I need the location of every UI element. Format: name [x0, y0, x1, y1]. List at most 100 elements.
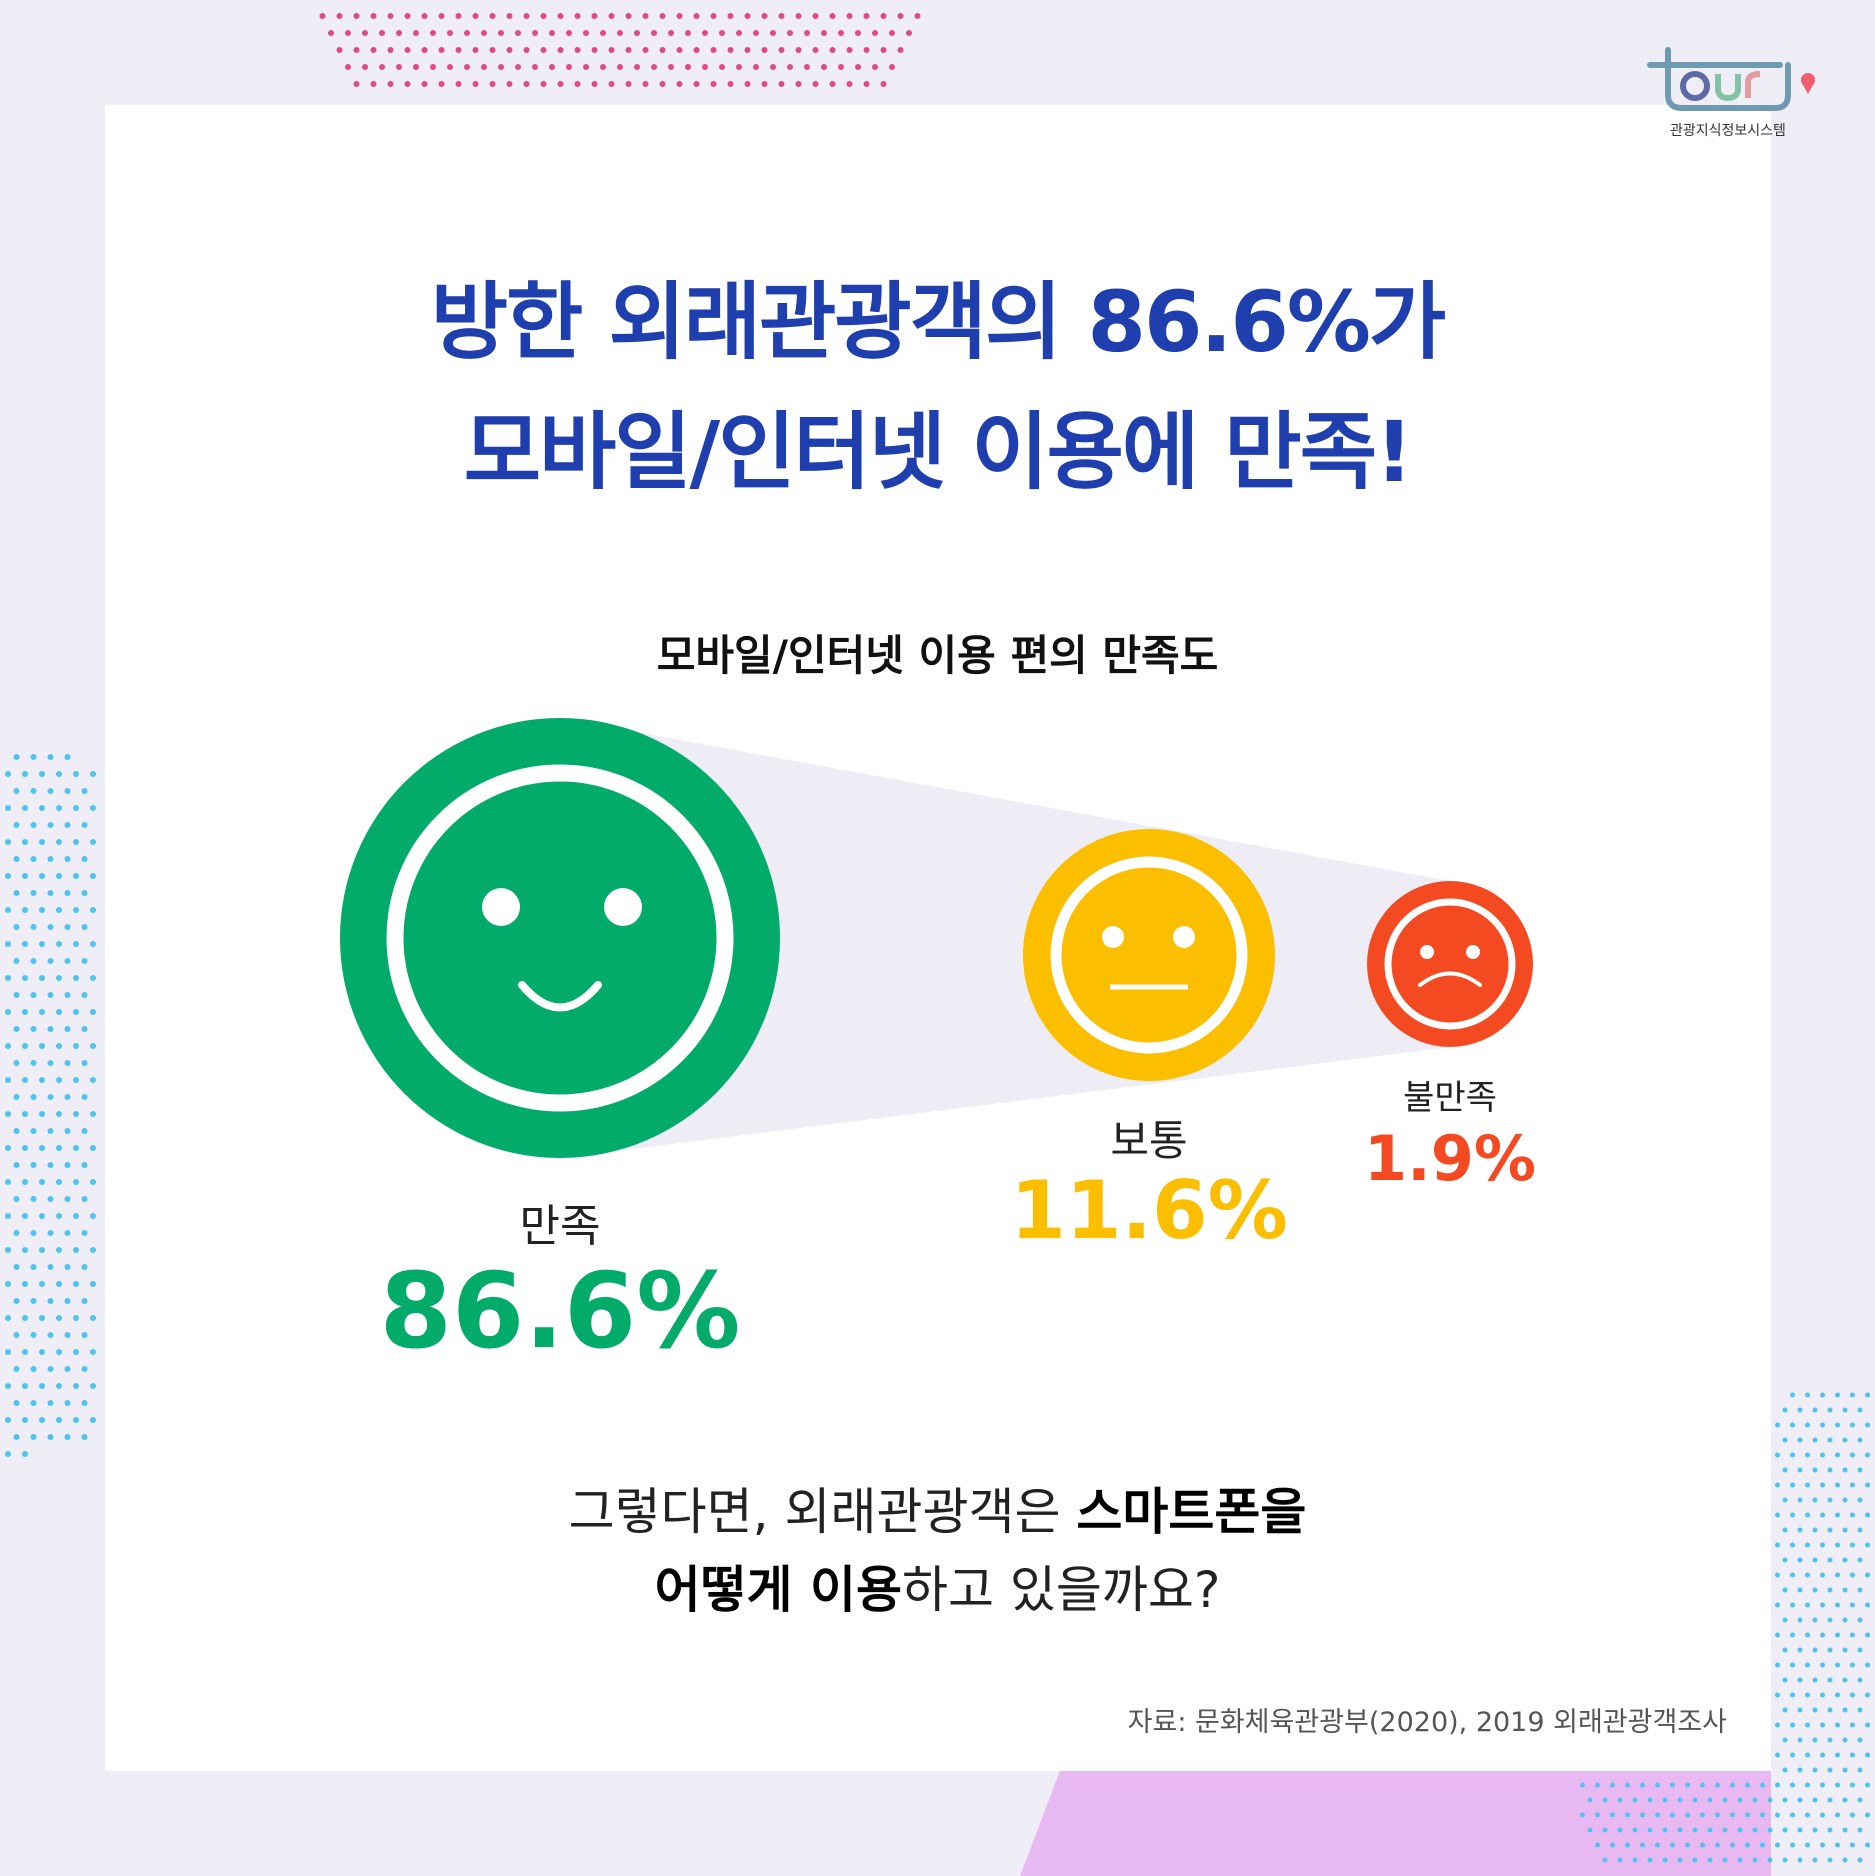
dot: [591, 13, 598, 19]
dot: [1835, 1542, 1840, 1548]
dot: [727, 13, 734, 19]
dot: [1865, 1812, 1870, 1818]
dot: [583, 30, 589, 36]
dot: [634, 30, 640, 36]
dot: [1842, 1557, 1848, 1563]
dot: [1737, 1797, 1743, 1803]
dot: [362, 64, 368, 70]
dot: [1617, 1797, 1623, 1803]
dot: [880, 81, 887, 87]
dot: [47, 1264, 54, 1270]
dot: [13, 754, 20, 760]
dot: [1805, 1632, 1810, 1638]
label-dissatisfied: 불만족: [1403, 1078, 1497, 1118]
dot: [1715, 1782, 1720, 1788]
dot: [22, 1179, 28, 1185]
dot: [1775, 1632, 1780, 1638]
dot: [47, 856, 54, 862]
dot: [30, 1196, 37, 1202]
dot: [685, 30, 691, 36]
dot: [22, 1043, 28, 1049]
dot: [761, 13, 768, 19]
dot: [1805, 1842, 1810, 1848]
dot: [1685, 1782, 1690, 1788]
dot: [47, 1128, 54, 1134]
dot: [30, 1264, 37, 1270]
dot: [549, 64, 555, 70]
headline-line-1: 방한 외래관광객의 86.6%가: [430, 273, 1446, 371]
dot: [1640, 1842, 1645, 1848]
dot: [472, 81, 479, 87]
dot: [30, 958, 37, 964]
dot: [47, 1434, 54, 1440]
dot: [5, 1281, 11, 1287]
dot: [39, 1383, 45, 1389]
dot: [1790, 1842, 1795, 1848]
dot: [642, 13, 649, 19]
dot: [1827, 1617, 1833, 1623]
dot: [1790, 1422, 1795, 1428]
dot: [90, 1281, 96, 1287]
dot: [1857, 1707, 1863, 1713]
dot: [81, 1332, 88, 1338]
dot: [702, 64, 708, 70]
dot: [1812, 1707, 1818, 1713]
dot: [81, 1366, 88, 1372]
dot: [1865, 1542, 1870, 1548]
dot: [39, 771, 45, 777]
dot: [1842, 1767, 1848, 1773]
dot: [90, 1043, 96, 1049]
dot: [353, 13, 360, 19]
dot: [617, 30, 623, 36]
dot: [56, 1281, 62, 1287]
dot: [73, 805, 79, 811]
dot: [370, 13, 377, 19]
dot: [1647, 1827, 1653, 1833]
dot: [1797, 1407, 1803, 1413]
dot: [1655, 1782, 1660, 1788]
dot: [90, 771, 96, 777]
dot: [387, 81, 394, 87]
dot: [1827, 1797, 1833, 1803]
dot: [1857, 1647, 1863, 1653]
dot: [39, 907, 45, 913]
dot: [64, 1060, 71, 1066]
dot: [39, 1417, 45, 1423]
pink-gradient-band: [1020, 1771, 1771, 1876]
dot: [1820, 1842, 1825, 1848]
dot: [413, 64, 419, 70]
dot: [1850, 1422, 1855, 1428]
dot: [5, 907, 11, 913]
source-note: 자료: 문화체육관광부(2020), 2019 외래관광객조사: [1127, 1707, 1727, 1738]
dot: [64, 1162, 71, 1168]
dot: [1782, 1557, 1788, 1563]
dot: [1707, 1827, 1713, 1833]
dot: [838, 64, 844, 70]
dot: [81, 1128, 88, 1134]
dot: [1865, 1842, 1870, 1848]
dot: [47, 1162, 54, 1168]
dot: [1850, 1542, 1855, 1548]
dot: [702, 30, 708, 36]
dot: [617, 64, 623, 70]
dot: [608, 47, 615, 53]
bubble-dissatisfied: [1367, 881, 1533, 1047]
dot: [846, 13, 853, 19]
dot: [39, 1315, 45, 1321]
dot: [1707, 1797, 1713, 1803]
blue-dots: [5, 754, 1870, 1863]
dot: [1662, 1827, 1668, 1833]
dot: [1775, 1782, 1780, 1788]
dot: [1835, 1722, 1840, 1728]
dot: [13, 1434, 20, 1440]
dot: [64, 890, 71, 896]
dot: [56, 1145, 62, 1151]
smile-face-icon: [482, 888, 642, 1012]
dot: [1617, 1857, 1623, 1863]
dot: [1790, 1782, 1795, 1788]
dot: [872, 64, 878, 70]
dot: [1820, 1572, 1825, 1578]
dot: [1842, 1467, 1848, 1473]
dot: [13, 1026, 20, 1032]
